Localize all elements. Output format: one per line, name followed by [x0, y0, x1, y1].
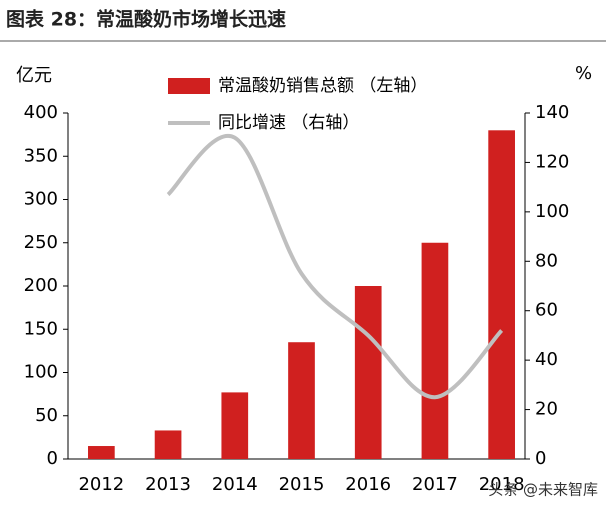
- y2-tick-label: 140: [535, 102, 569, 123]
- y2-tick-label: 80: [535, 250, 558, 271]
- bar: [421, 242, 449, 459]
- legend-swatch: [168, 78, 210, 94]
- y-tick-label: 300: [24, 189, 58, 210]
- y-tick-label: 0: [47, 448, 58, 469]
- bar: [88, 446, 115, 459]
- y-tick-label: 250: [24, 232, 58, 253]
- y2-axis-label: %: [575, 63, 592, 84]
- y2-tick-label: 60: [535, 300, 558, 321]
- y-axis-label: 亿元: [16, 65, 52, 86]
- x-tick-label: 2012: [78, 474, 124, 495]
- y-tick-label: 150: [24, 318, 58, 339]
- y2-tick-label: 20: [535, 399, 558, 420]
- x-tick-label: 2017: [412, 474, 458, 495]
- line: [166, 133, 504, 400]
- bar: [488, 130, 515, 460]
- x-tick-label: 2015: [279, 474, 325, 495]
- x-tick-label: 2018: [479, 474, 525, 495]
- y2-tick-label: 40: [535, 349, 558, 370]
- x-tick-label: 2014: [212, 474, 258, 495]
- bar: [354, 286, 382, 459]
- y2-tick-label: 100: [535, 201, 569, 222]
- x-tick-label: 2013: [145, 474, 191, 495]
- bar: [221, 392, 249, 459]
- y-tick-label: 350: [24, 145, 58, 166]
- legend-label: 常温酸奶销售总额 （左轴）: [218, 76, 427, 96]
- y2-tick-label: 0: [535, 448, 546, 469]
- legend-label: 同比增速 （右轴）: [218, 113, 359, 133]
- y2-tick-label: 120: [535, 151, 569, 172]
- y-tick-label: 100: [24, 362, 58, 383]
- y-tick-label: 200: [24, 275, 58, 296]
- bar: [154, 430, 182, 459]
- y-tick-label: 400: [24, 102, 58, 123]
- chart-title: 图表 28：常温酸奶市场增长迅速: [6, 8, 286, 31]
- y-tick-label: 50: [35, 405, 58, 426]
- watermark: 头条 @未来智库: [488, 481, 598, 499]
- bar: [288, 342, 315, 459]
- x-tick-label: 2016: [345, 474, 391, 495]
